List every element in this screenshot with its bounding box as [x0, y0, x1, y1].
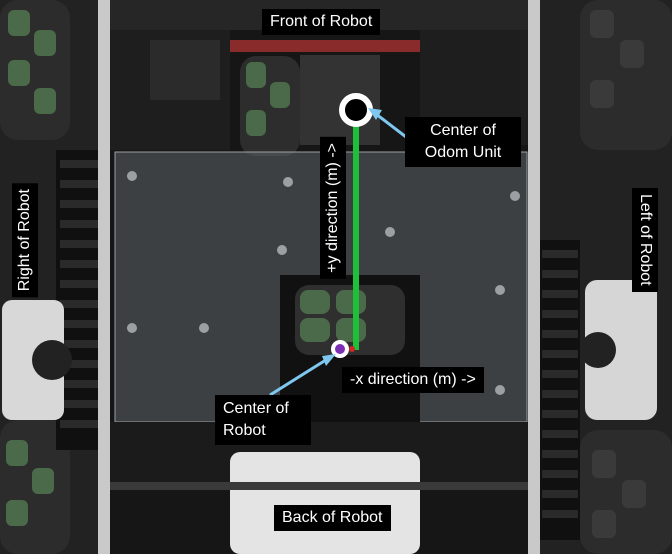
- motor-right: [585, 280, 657, 420]
- back-of-robot-label: Back of Robot: [274, 505, 391, 531]
- odom-center-label-line1: Center of: [430, 122, 496, 139]
- odom-pointer-arrow: [368, 108, 411, 142]
- y-direction-label: +y direction (m) ->: [320, 137, 346, 279]
- odom-center-label: Center of Odom Unit: [405, 117, 521, 167]
- frame-rail-right: [528, 0, 540, 554]
- omni-wheel-top-left: [0, 0, 70, 140]
- spool-back: [230, 452, 420, 554]
- omni-wheel-top-right: [580, 0, 672, 150]
- robot-center-label: Center of Robot: [215, 395, 311, 445]
- robot-pointer-arrow: [269, 354, 336, 397]
- omni-wheel-bottom-right: [580, 430, 672, 554]
- right-of-robot-label: Right of Robot: [12, 183, 38, 298]
- omni-wheel-bottom-left: [0, 420, 70, 554]
- odom-center-marker: [339, 93, 373, 127]
- robot-center-label-line2: Robot: [223, 422, 266, 439]
- x-direction-label: -x direction (m) ->: [342, 367, 484, 393]
- frame-rail-left: [98, 0, 110, 554]
- left-of-robot-label: Left of Robot: [632, 188, 658, 292]
- front-of-robot-label: Front of Robot: [262, 9, 381, 35]
- odom-center-label-line2: Odom Unit: [424, 144, 502, 161]
- robot-center-label-line1: Center of: [223, 400, 289, 417]
